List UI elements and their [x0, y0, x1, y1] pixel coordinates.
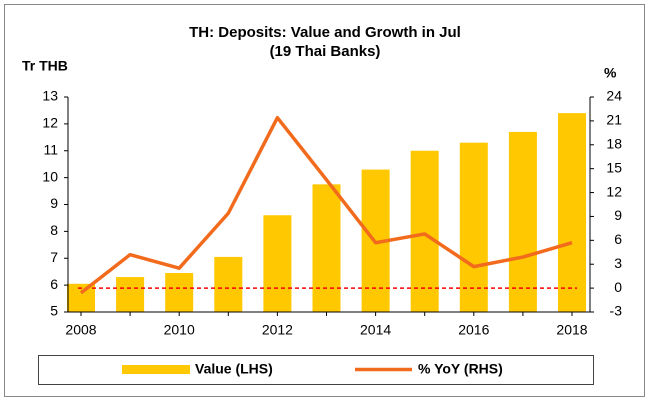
y2-tick-label: 9 — [614, 207, 622, 223]
y-tick-label: 12 — [42, 115, 58, 131]
line-series — [79, 115, 573, 295]
y-axis-label: Tr THB — [22, 58, 68, 74]
x-tick-label: 2016 — [458, 322, 489, 338]
bar — [459, 142, 488, 312]
x-tick-label: 2014 — [360, 322, 391, 338]
x-tick-label: 2010 — [164, 322, 195, 338]
x-tick-label: 2012 — [262, 322, 293, 338]
y-tick-label: 11 — [43, 141, 58, 157]
y2-tick-label: 12 — [606, 183, 622, 199]
y2-tick-label: 21 — [606, 112, 622, 128]
y2-tick-label: 18 — [606, 135, 622, 151]
y-tick-label: 5 — [50, 303, 58, 319]
bar — [165, 273, 194, 312]
legend-label: Value (LHS) — [195, 361, 273, 377]
y-tick-label: 6 — [50, 276, 58, 292]
y2-tick-label: 3 — [614, 255, 622, 271]
chart-subtitle: (19 Thai Banks) — [270, 43, 381, 60]
chart-title: TH: Deposits: Value and Growth in Jul — [189, 24, 461, 41]
legend-box — [38, 355, 594, 385]
y-tick-label: 9 — [50, 195, 58, 211]
y-tick-label: 13 — [42, 88, 58, 104]
bar — [558, 113, 586, 312]
legend-swatch — [122, 365, 190, 374]
bar — [116, 277, 145, 312]
x-tick-label: 2018 — [556, 322, 587, 338]
x-tick-label: 2008 — [65, 322, 96, 338]
y2-tick-label: 15 — [606, 159, 622, 175]
y2-tick-label: 0 — [614, 279, 622, 295]
y2-tick-label: 24 — [606, 88, 622, 104]
y-tick-label: 7 — [50, 249, 58, 265]
bar — [263, 215, 292, 312]
y-tick-label: 8 — [50, 222, 58, 238]
y2-axis-label: % — [604, 65, 617, 81]
bar — [508, 131, 537, 312]
y2-tick-label: -3 — [610, 303, 623, 319]
bar — [214, 256, 243, 312]
bar — [410, 150, 439, 312]
bar — [312, 184, 341, 312]
legend-label: % YoY (RHS) — [418, 361, 503, 377]
y2-tick-label: 6 — [614, 231, 622, 247]
y-tick-label: 10 — [42, 168, 58, 184]
